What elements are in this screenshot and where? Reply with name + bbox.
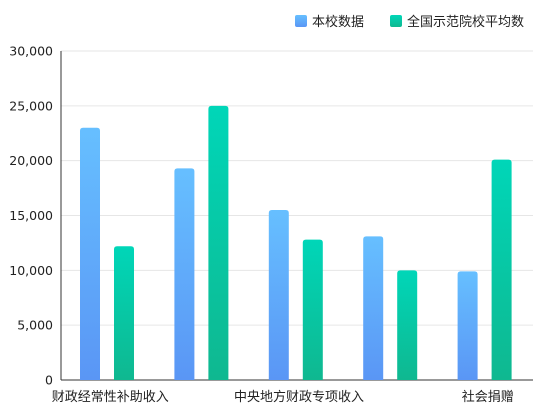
legend-item-series-1[interactable]: 本校数据 <box>295 14 364 30</box>
x-tick-label: 财政经常性补助收入 <box>52 390 169 405</box>
x-tick-label: 社会捐赠 <box>462 389 514 405</box>
bar-series-1-cat-4[interactable] <box>363 236 384 380</box>
bar-series-1-cat-5[interactable] <box>457 271 478 380</box>
bar-series-1-cat-1[interactable] <box>80 127 100 381</box>
legend-label-series-1: 本校数据 <box>312 14 364 30</box>
y-tick-label: 25,000 <box>9 98 53 113</box>
legend: 本校数据 全国示范院校平均数 <box>295 14 524 30</box>
y-tick-label: 30,000 <box>9 44 53 59</box>
bars <box>80 105 512 381</box>
bar-series-2-cat-5[interactable] <box>491 159 512 380</box>
bar-series-2-cat-1[interactable] <box>114 246 134 380</box>
y-tick-label: 10,000 <box>9 263 53 278</box>
legend-label-series-2: 全国示范院校平均数 <box>407 14 524 30</box>
bar-series-1-cat-3[interactable] <box>268 210 289 380</box>
bar-series-2-cat-4[interactable] <box>397 270 418 380</box>
axes <box>60 51 533 381</box>
bar-series-2-cat-2[interactable] <box>208 105 229 380</box>
legend-item-series-2[interactable]: 全国示范院校平均数 <box>390 14 524 30</box>
bar-series-2-cat-3[interactable] <box>302 239 323 380</box>
legend-swatch-series-2 <box>390 15 402 27</box>
y-tick-label: 20,000 <box>9 153 53 168</box>
grid-lines <box>61 50 533 326</box>
x-tick-labels: 财政经常性补助收入 中央地方财政专项收入 社会捐赠 <box>52 389 514 405</box>
legend-swatch-series-1 <box>295 15 307 27</box>
y-tick-label: 0 <box>45 373 53 388</box>
x-tick-label: 中央地方财政专项收入 <box>234 389 364 405</box>
y-tick-label: 5,000 <box>17 318 53 333</box>
y-tick-label: 15,000 <box>9 208 53 223</box>
y-tick-labels: 0 5,000 10,000 15,000 20,000 25,000 30,000 <box>9 44 53 388</box>
bar-series-1-cat-2[interactable] <box>174 168 195 380</box>
